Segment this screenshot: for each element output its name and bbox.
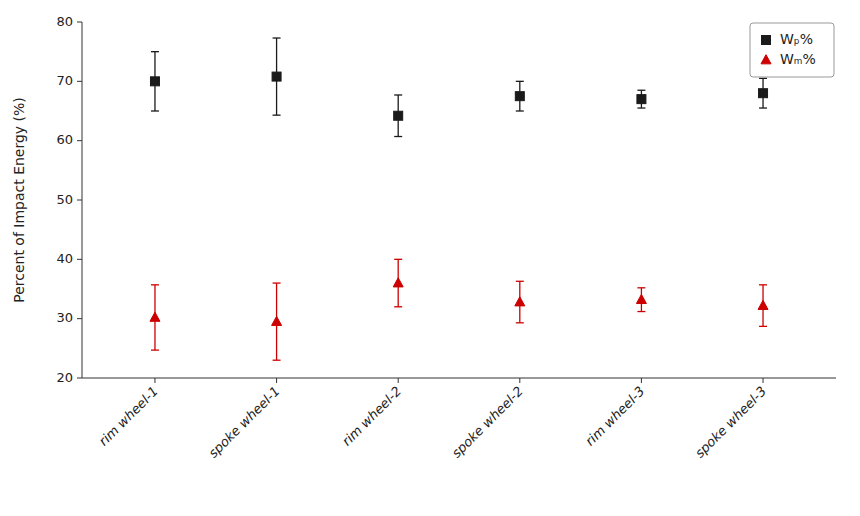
point [272,316,282,325]
error-bar-cap [273,115,281,116]
error-bar-cap [394,94,402,95]
error-bar [394,95,402,137]
plot-area [150,38,768,360]
error-bar [516,281,524,323]
error-bar-cap [273,282,281,283]
y-tick-label: 80 [56,14,73,29]
x-tick [398,378,399,383]
error-bar-cap [637,287,645,288]
x-tick [763,378,764,383]
point [758,300,768,309]
y-tick-label: 60 [56,132,73,147]
error-bar [151,285,159,350]
error-bar [273,38,281,115]
point [394,111,403,120]
series [150,38,767,136]
point [637,95,646,104]
y-tick [77,200,82,201]
error-bar-cap [637,90,645,91]
series [150,259,768,360]
x-tick-label: rim wheel-2 [339,384,404,449]
y-axis-label: Percent of Impact Energy (%) [11,97,27,303]
x-tick-label: spoke wheel-1 [206,384,283,461]
error-bar-cap [151,51,159,52]
x-tick [641,378,642,383]
error-bar-cap [151,110,159,111]
x-tick [519,378,520,383]
error-bar-cap [637,311,645,312]
error-bar [151,52,159,111]
point [515,92,524,101]
error-bar-cap [394,259,402,260]
x-tick [276,378,277,383]
y-tick-label: 20 [56,370,73,385]
y-tick [77,378,82,379]
error-bar [759,78,767,108]
error-bar-cap [273,360,281,361]
error-bar-cap [516,322,524,323]
x-tick [154,378,155,383]
y-tick [77,318,82,319]
x-axis-line [82,378,836,379]
error-bar [637,90,645,108]
y-tick-label: 50 [56,192,73,207]
y-tick-label: 30 [56,310,73,325]
point [272,72,281,81]
point [515,297,525,306]
point [150,77,159,86]
error-bar-cap [516,110,524,111]
y-tick [77,140,82,141]
error-bar-cap [759,326,767,327]
chart: 20 30 40 50 60 70 80 rim wheel-1 spoke wheel-1 ri… [0,0,860,516]
point [636,294,646,303]
x-tick-label: spoke wheel-3 [692,384,769,461]
error-bar-cap [151,284,159,285]
point [150,312,160,321]
error-bar-cap [394,136,402,137]
x-tick-label: rim wheel-3 [582,384,647,449]
error-bar-cap [273,37,281,38]
point [759,89,768,98]
error-bar-cap [151,349,159,350]
error-bar [759,285,767,327]
legend-marker [761,55,771,64]
legend-marker [762,36,771,45]
x-tick-label: rim wheel-1 [96,384,161,449]
y-tick [77,259,82,260]
y-tick-label: 70 [56,73,73,88]
legend-label: Wₚ% [780,31,813,47]
error-bar-cap [759,284,767,285]
legend-frame [750,23,834,77]
y-tick [77,81,82,82]
error-bar-cap [759,107,767,108]
error-bar [394,259,402,306]
error-bar-cap [759,78,767,79]
error-bar [273,283,281,360]
y-tick-label: 40 [56,251,73,266]
error-bar-cap [516,81,524,82]
error-bar-cap [637,107,645,108]
point [393,278,403,287]
legend-label: Wₘ% [780,51,816,67]
y-tick [77,22,82,23]
legend: Wₚ% Wₘ% [750,23,834,77]
error-bar-cap [516,281,524,282]
error-bar [516,81,524,111]
x-tick-label: spoke wheel-2 [449,384,526,461]
error-bar [637,288,645,312]
error-bar-cap [394,306,402,307]
